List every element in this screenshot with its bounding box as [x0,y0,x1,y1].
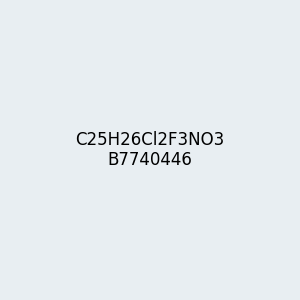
Text: C25H26Cl2F3NO3
B7740446: C25H26Cl2F3NO3 B7740446 [75,130,225,170]
